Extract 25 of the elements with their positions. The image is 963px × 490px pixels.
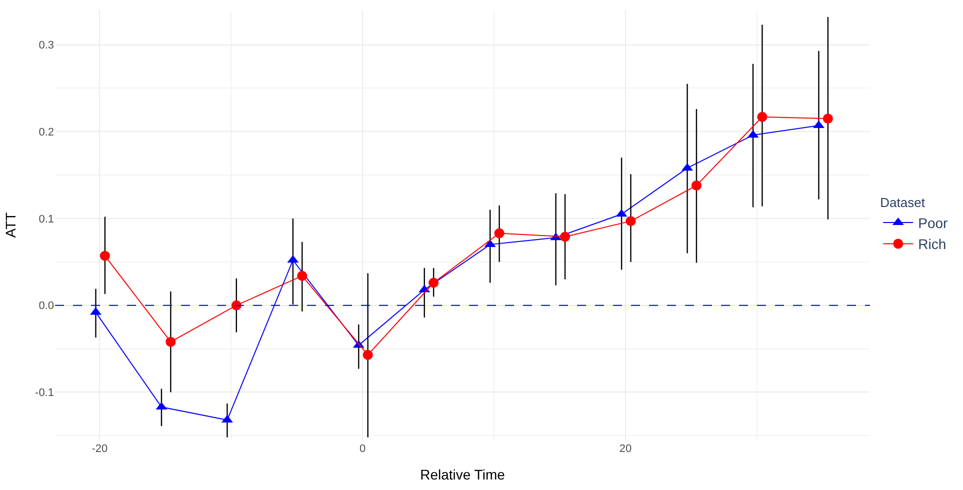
y-tick-label: 0.0 (38, 300, 54, 312)
point (626, 216, 636, 226)
point (362, 350, 373, 360)
y-tick-label: 0.1 (38, 213, 54, 226)
x-axis-title: Relative Time (420, 466, 506, 482)
point (494, 228, 504, 238)
y-tick-label: 0.2 (38, 126, 54, 138)
x-tick-label: -20 (92, 443, 108, 455)
y-axis-title: ATT (2, 212, 19, 238)
legend-label: Rich (918, 236, 946, 252)
point (100, 250, 110, 261)
y-tick-label: -0.1 (35, 387, 54, 400)
y-tick-label: 0.3 (38, 40, 54, 52)
legend-title: Dataset (880, 194, 926, 210)
x-tick-label: 20 (619, 443, 632, 455)
point (560, 232, 570, 242)
point (428, 278, 439, 288)
point (231, 300, 242, 310)
point (757, 112, 768, 122)
legend-label: Poor (918, 214, 948, 231)
point (166, 336, 176, 347)
x-tick-label: 0 (360, 443, 366, 455)
point (297, 270, 308, 281)
point (822, 114, 833, 124)
point (691, 180, 702, 190)
